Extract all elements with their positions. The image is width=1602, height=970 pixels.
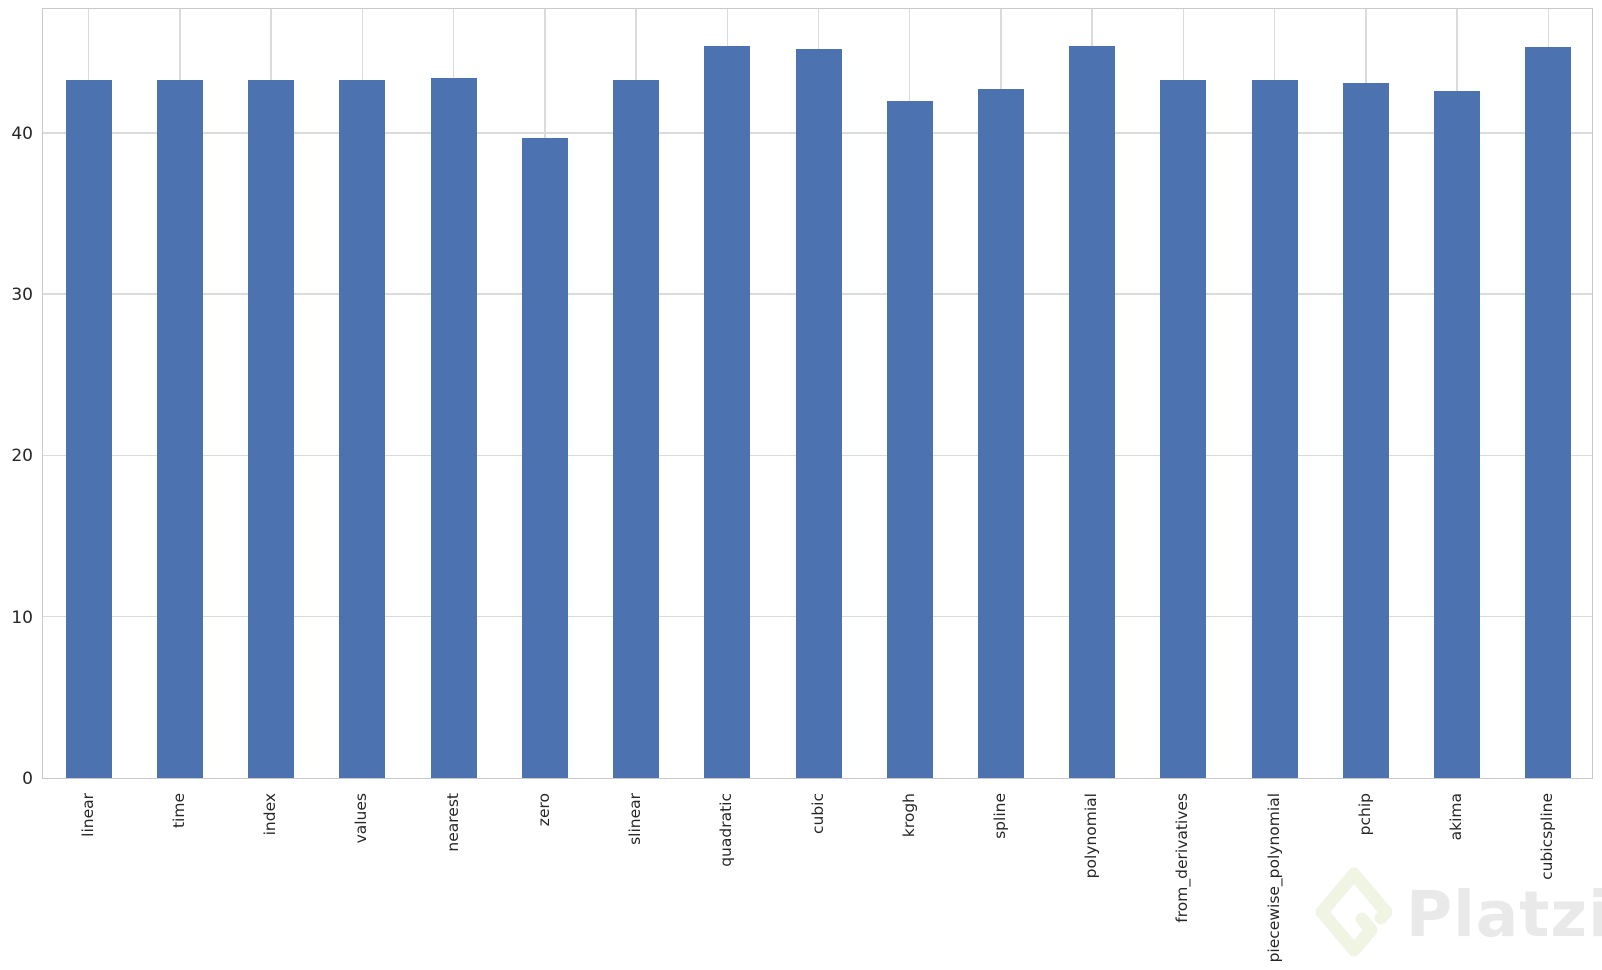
- x-tick-label: linear: [78, 793, 97, 837]
- bar-akima: [1434, 90, 1481, 778]
- bar-cubicspline: [1525, 47, 1572, 778]
- bar-linear: [65, 79, 112, 778]
- platzi-logo-icon: [1316, 867, 1392, 957]
- x-tick-label: akima: [1447, 793, 1466, 841]
- x-tick-label: pchip: [1355, 793, 1374, 836]
- bar-piecewise_polynomial: [1251, 79, 1298, 778]
- bar-quadratic: [704, 45, 751, 778]
- bar-zero: [521, 137, 568, 778]
- bar-from_derivatives: [1160, 79, 1207, 778]
- x-tick-label: krogh: [899, 793, 918, 838]
- x-tick-label: zero: [534, 793, 553, 827]
- x-tick-label: spline: [990, 793, 1009, 839]
- x-tick-label: index: [261, 793, 280, 836]
- platzi-brand-text: Platzi: [1406, 878, 1602, 951]
- bar-pchip: [1342, 82, 1389, 778]
- x-tick-label: polynomial: [1082, 793, 1101, 879]
- y-tick-label: 40: [11, 123, 33, 144]
- y-tick-label: 30: [11, 285, 33, 306]
- bar-krogh: [886, 100, 933, 778]
- bar-polynomial: [1069, 45, 1116, 778]
- x-tick-label: time: [169, 793, 188, 829]
- bar-values: [339, 79, 386, 778]
- x-tick-label: slinear: [626, 793, 645, 845]
- y-tick-label: 0: [22, 769, 33, 789]
- x-tick-label: nearest: [443, 793, 462, 852]
- x-tick-label: from_derivatives: [1173, 793, 1192, 923]
- x-tick-label: cubicspline: [1538, 793, 1557, 880]
- bar-index: [248, 79, 295, 778]
- bar-slinear: [613, 79, 660, 778]
- bar-time: [156, 79, 203, 778]
- y-tick-label: 10: [11, 607, 33, 628]
- x-tick-label: values: [352, 793, 371, 844]
- bar-spline: [977, 89, 1024, 778]
- x-tick-label: quadratic: [717, 793, 736, 867]
- x-tick-label: cubic: [808, 793, 827, 835]
- x-tick-label: piecewise_polynomial: [1264, 793, 1283, 963]
- bar-cubic: [795, 48, 842, 778]
- y-tick-label: 20: [11, 446, 33, 467]
- bar-nearest: [430, 77, 477, 778]
- plot-area: [42, 8, 1593, 779]
